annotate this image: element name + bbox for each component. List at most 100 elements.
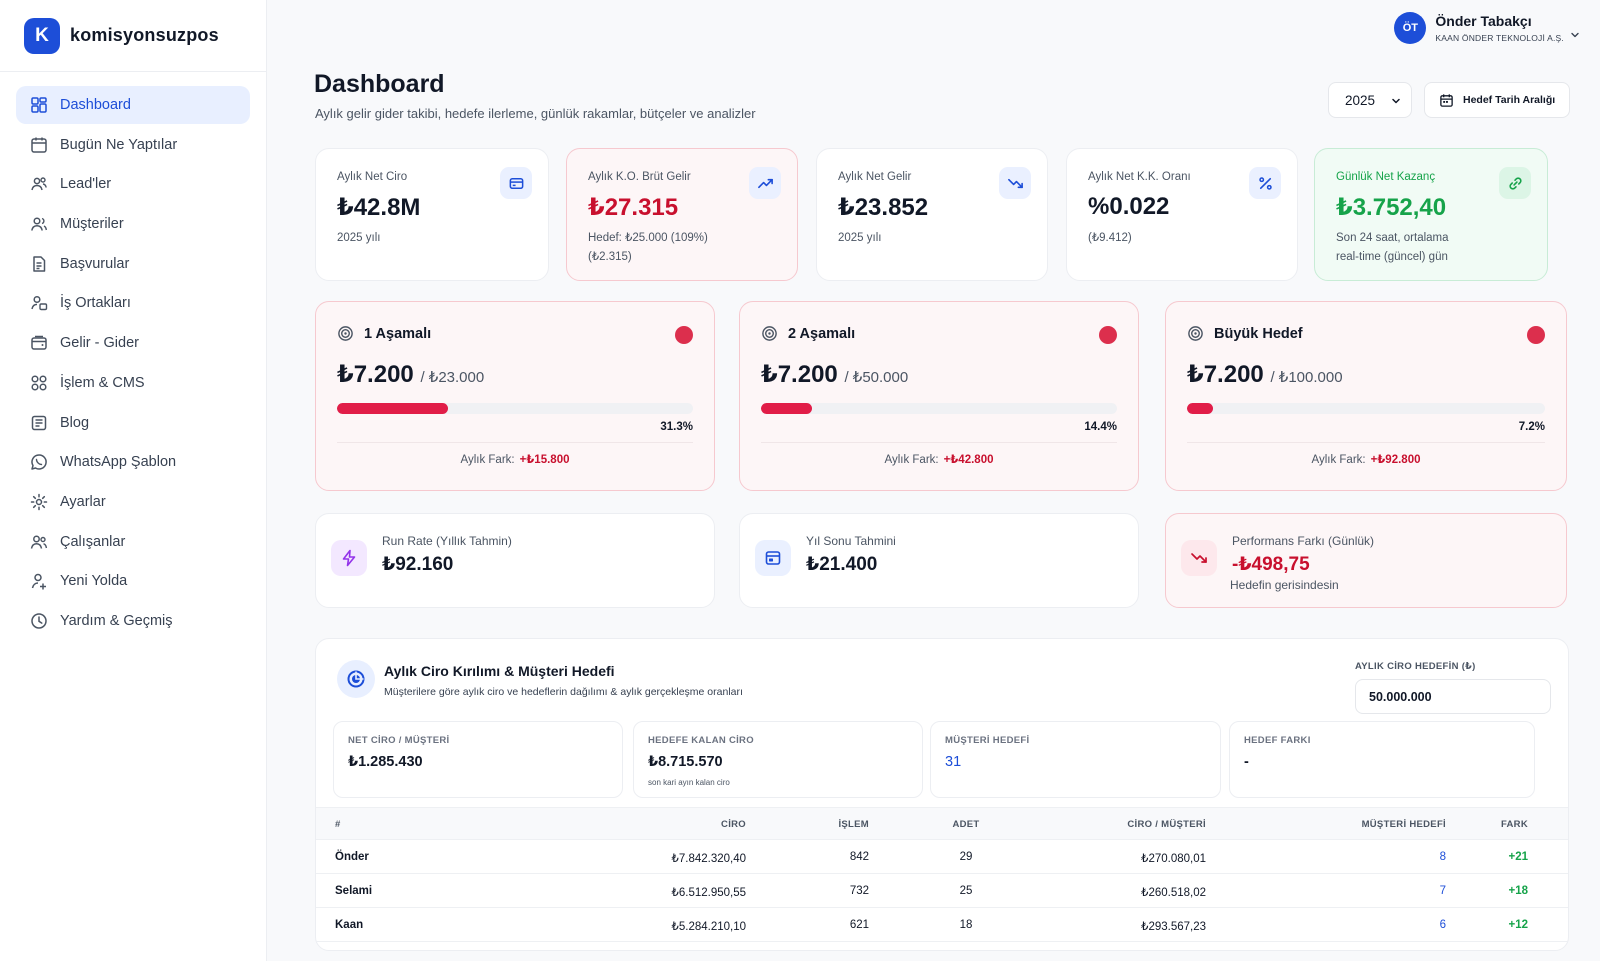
kpi-subtext: 2025 yılı [838,229,881,248]
partner-icon-svg [31,296,48,311]
progress-bar [1187,403,1545,414]
summary-value: -₺498,75 [1232,554,1310,575]
stat-value: - [1244,754,1249,770]
sidebar-item-yeni-yolda[interactable]: Yeni Yolda [16,562,250,600]
column-header[interactable]: FARK [1500,819,1528,830]
calendar-icon-svg [31,137,47,153]
table-cell: 25 [959,885,973,897]
column-header[interactable]: # [335,819,341,830]
sidebar-item-label: Yardım & Geçmiş [60,612,173,629]
year-select[interactable]: 2025 [1328,82,1412,118]
card-icon [509,177,523,189]
employees-icon [30,533,48,551]
column-header[interactable]: İŞLEM [838,819,869,830]
sidebar-item-i-ş-ortakları[interactable]: İş Ortakları [16,284,250,322]
goal-amount: ₺7.200 / ₺100.000 [1187,360,1343,389]
sidebar-item-çalışanlar[interactable]: Çalışanlar [16,523,250,561]
column-header[interactable]: MÜŞTERİ HEDEFİ [1361,819,1446,830]
summary-icon-box [331,540,367,576]
monthly-diff-label: Aylık Fark: [460,454,515,466]
users-icon-svg [31,177,47,191]
stat-value: 31 [945,754,962,770]
trend-down-icon [1191,553,1207,563]
column-header[interactable]: CİRO / MÜŞTERİ [1127,819,1206,830]
sidebar-nav: Dashboard Bugün Ne Yaptılar Lead'ler Müşter… [0,72,266,640]
year-value: 2025 [1345,92,1376,108]
sidebar-item-label: Müşteriler [60,216,124,233]
monthly-diff: Aylık Fark: +₺42.800 [740,452,1138,466]
sidebar-item-blog[interactable]: Blog [16,404,250,442]
user-menu[interactable]: ÖT Önder Tabakçı KAAN ÖNDER TEKNOLOJİ A.… [1394,12,1580,44]
column-header[interactable]: ADET [952,819,980,830]
brand[interactable]: K komisyonsuzpos [0,0,266,72]
summary-value: ₺92.160 [382,554,454,575]
table-row[interactable]: Önder ₺7.842.320,40 842 29 ₺270.080,01 8 +21 [316,840,1568,874]
kpi-icon-box [749,167,781,199]
summary-icon-box [755,540,791,576]
goal-amount: ₺7.200 / ₺50.000 [761,360,908,389]
chart-icon [337,660,375,698]
table-cell: +12 [1508,919,1528,931]
sidebar-item-i-şlem-cms[interactable]: İşlem & CMS [16,364,250,402]
link-icon [1508,176,1522,190]
sidebar-item-whatsapp-şablon[interactable]: WhatsApp Şablon [16,443,250,481]
sidebar-item-başvurular[interactable]: Başvurular [16,245,250,283]
stat-label: MÜŞTERİ HEDEFİ [945,735,1030,746]
kpi-icon-box [1499,167,1531,199]
summary-label: Yıl Sonu Tahmini [806,534,896,548]
goal-title-text: 1 Aşamalı [364,325,432,342]
kpi-subtext-line: (₺9.412) [1088,232,1132,244]
monthly-diff: Aylık Fark: +₺92.800 [1166,452,1566,466]
kpi-icon-box [1249,167,1281,199]
sidebar-item-yardım-geçmiş[interactable]: Yardım & Geçmiş [16,602,250,640]
date-range-button[interactable]: Hedef Tarih Aralığı [1424,82,1570,118]
sidebar-item-label: Blog [60,414,90,431]
kpi-label: Aylık K.O. Brüt Gelir [588,171,691,183]
sidebar-item-dashboard[interactable]: Dashboard [16,86,250,124]
grid-icon [30,374,48,392]
table-cell: 732 [849,885,869,897]
goal-current: ₺7.200 [1187,361,1264,388]
gear-icon [30,493,48,511]
monthly-diff-label: Aylık Fark: [884,454,939,466]
kpi-subtext: Hedef: ₺25.000 (109%) (₺2.315) [588,229,708,267]
goal-title: Büyük Hedef [1187,325,1303,342]
goal-title-text: 2 Aşamalı [788,325,856,342]
sidebar-item-label: Bugün Ne Yaptılar [60,136,178,153]
goal-card: Büyük Hedef ₺7.200 / ₺100.000 7.2% Aylık… [1165,301,1567,491]
kpi-subtext-line: 2025 yılı [337,232,381,244]
column-header[interactable]: CİRO [721,819,746,830]
employees-icon-svg [30,535,48,549]
sidebar-item-lead-ler[interactable]: Lead'ler [16,165,250,203]
sidebar-item-gelir-gider[interactable]: Gelir - Gider [16,324,250,362]
monthly-target-input[interactable]: 50.000.000 [1355,679,1551,714]
table-cell: 842 [849,851,869,863]
kpi-label: Aylık Net Ciro [337,171,408,183]
sidebar-item-müşteriler[interactable]: Müşteriler [16,205,250,243]
table-row[interactable]: Selami ₺6.512.950,55 732 25 ₺260.518,02 7 +18 [316,874,1568,908]
whatsapp-icon [30,453,48,471]
kpi-subtext-line: Son 24 saat, ortalama [1336,232,1449,244]
kpi-card: Aylık Net Gelir ₺23.852 2025 yılı [816,148,1048,281]
summary-subtext: Hedefin gerisindesin [1230,578,1339,592]
table-cell: 6 [1439,919,1446,931]
summary-icon-box [1181,540,1217,576]
table-cell: ₺5.284.210,10 [671,921,746,933]
sidebar-item-bugün-ne-yaptılar[interactable]: Bugün Ne Yaptılar [16,126,250,164]
user-group-icon-svg [31,217,47,231]
kpi-subtext-line: (₺2.315) [588,251,632,263]
user-plus-icon [30,572,48,590]
progress-percent: 14.4% [1084,421,1117,433]
kpi-icon-box [500,167,532,199]
table-cell: 18 [959,919,973,931]
kpi-subtext-line: real-time (güncel) gün [1336,251,1448,263]
goal-target: / ₺100.000 [1270,369,1343,386]
table-row[interactable]: Kaan ₺5.284.210,10 621 18 ₺293.567,23 6 +12 [316,908,1568,942]
user-company: KAAN ÖNDER TEKNOLOJİ A.Ş. [1435,33,1564,43]
sidebar-item-label: WhatsApp Şablon [60,454,177,471]
goal-current: ₺7.200 [761,361,838,388]
sidebar-item-ayarlar[interactable]: Ayarlar [16,483,250,521]
brand-name: komisyonsuzpos [70,25,219,45]
status-dot [675,326,693,344]
panel-subtitle: Müşterilere göre aylık ciro ve hedefleri… [384,686,743,698]
